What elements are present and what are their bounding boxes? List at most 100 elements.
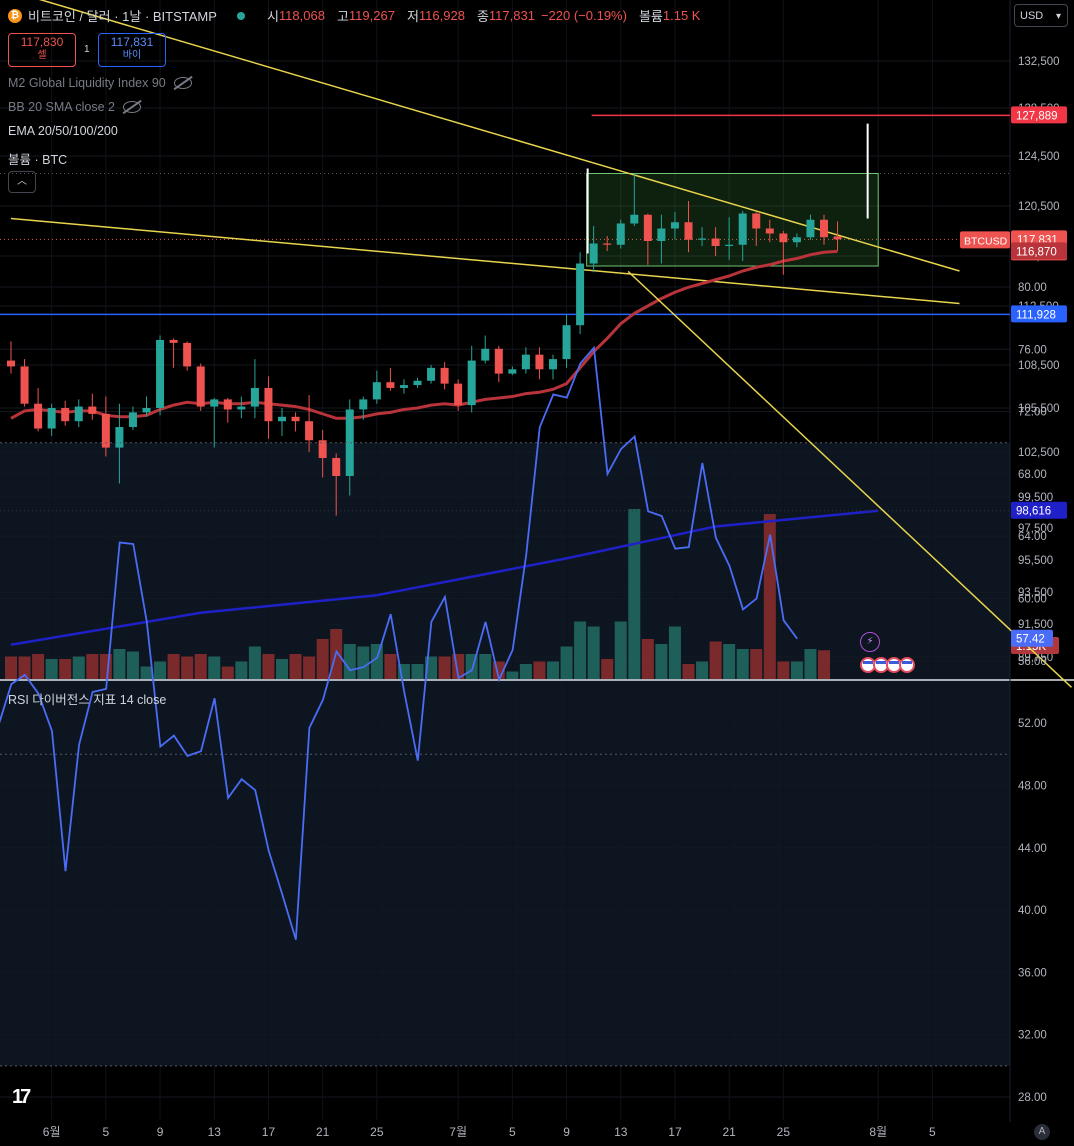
buy-label: 바이 <box>122 50 142 61</box>
candle-body <box>616 223 625 245</box>
sell-button[interactable]: 117,830 셀 <box>8 33 76 67</box>
volume-bar <box>370 644 383 679</box>
candle-body <box>467 360 476 406</box>
candle-body <box>372 382 381 400</box>
volume-bar <box>790 661 803 679</box>
indicator-bb-label: BB 20 SMA close 2 <box>8 100 116 114</box>
buy-button[interactable]: 117,831 바이 <box>98 33 166 67</box>
volume-bar <box>750 649 763 679</box>
us-flag-icon <box>899 657 915 673</box>
volume-bar <box>221 666 234 679</box>
price-tick-label: 97,500 <box>1018 523 1053 535</box>
volume-bar <box>533 661 546 679</box>
time-tick-label: 6월 <box>43 1125 61 1139</box>
us-flag-icon <box>873 657 889 673</box>
volume-bar <box>113 649 126 679</box>
candle-body <box>278 416 286 422</box>
volume-bar <box>818 650 830 679</box>
candle-body <box>792 237 801 243</box>
rsi-tick-label: 36.00 <box>1018 967 1047 979</box>
eye-off-icon[interactable] <box>123 101 142 113</box>
rsi-tick-label: 76.00 <box>1018 344 1047 356</box>
lightning-icon[interactable]: ⚡ <box>860 632 880 652</box>
volume-bar <box>438 656 451 679</box>
volume-bar <box>99 654 112 679</box>
price-tick-label: 105,500 <box>1018 403 1060 415</box>
us-flag-stripe <box>876 661 886 664</box>
candle-body <box>765 228 774 234</box>
rsi-trendline <box>627 270 1073 688</box>
volume-bar <box>723 644 736 679</box>
candle-body <box>454 383 463 406</box>
candle-body <box>101 413 110 448</box>
candle-body <box>74 406 83 422</box>
indicator-bb[interactable]: BB 20 SMA close 2 <box>8 100 142 114</box>
volume-bar <box>384 654 397 679</box>
volume-bar <box>194 654 207 679</box>
indicator-volume[interactable]: 볼륨 · BTC <box>8 149 67 168</box>
tradingview-logo-icon[interactable]: 17 <box>12 1086 31 1108</box>
rsi-line <box>0 345 798 940</box>
sell-price: 117,830 <box>20 35 64 49</box>
close-label: 종 <box>476 9 489 24</box>
rsi-tick-label: 44.00 <box>1018 843 1047 855</box>
volume-bar <box>709 641 722 679</box>
us-flag-stripe <box>863 661 873 664</box>
rsi-tick-label: 80.00 <box>1018 282 1047 294</box>
symbol-title[interactable]: 비트코인 / 달러 · 1날 · BITSTAMP <box>28 9 217 24</box>
price-tick-label: 99,500 <box>1018 492 1053 504</box>
rsi-tick-label: 28.00 <box>1018 1092 1047 1104</box>
auto-scale-icon[interactable]: A <box>1034 1124 1050 1140</box>
volume-bar <box>72 656 85 679</box>
volume-bar <box>357 646 370 679</box>
volume-bar <box>316 639 329 679</box>
candle-body <box>589 243 598 264</box>
indicator-volume-label: 볼륨 · BTC <box>8 153 68 167</box>
support-price-tag: 111,928 <box>1016 309 1056 321</box>
change-value: −220 (−0.19%) <box>540 8 627 23</box>
eye-off-icon[interactable] <box>173 77 192 89</box>
candle-body <box>223 399 232 410</box>
volume-bar <box>126 651 139 679</box>
rsi-tick-label: 72.00 <box>1018 407 1047 419</box>
sell-label: 셀 <box>37 50 47 61</box>
indicator-ema[interactable]: EMA 20/50/100/200 <box>8 124 118 138</box>
price-tick-label: 95,500 <box>1018 555 1053 567</box>
currency-select[interactable]: USD <box>1014 4 1068 28</box>
candle-body <box>779 233 788 243</box>
volume-bar <box>479 654 492 679</box>
spread-value: 1 <box>84 44 90 55</box>
volume-bar <box>303 656 316 679</box>
rsi-tick-label: 52.00 <box>1018 718 1047 730</box>
time-tick-label: 21 <box>722 1125 736 1139</box>
candle-body <box>7 360 15 367</box>
volume-bar <box>32 654 45 679</box>
time-tick-label: 13 <box>208 1125 222 1139</box>
candle-body <box>806 219 815 238</box>
price-tick-label: 102,500 <box>1018 447 1060 459</box>
chevron-up-icon[interactable]: ︿ <box>8 171 36 193</box>
candle-body <box>332 458 341 476</box>
time-tick-label: 5 <box>509 1125 516 1139</box>
candle-body <box>156 339 165 408</box>
volume-bar <box>59 659 72 679</box>
candle-body <box>820 219 828 238</box>
candle-body <box>399 385 408 388</box>
indicator-ema-label: EMA 20/50/100/200 <box>8 124 118 138</box>
us-flag-icon <box>886 657 902 673</box>
volume-bar <box>655 644 668 679</box>
candle-body <box>115 427 124 448</box>
volume-bar <box>804 649 817 679</box>
volume-bar <box>208 656 221 679</box>
candle-body <box>20 366 29 404</box>
symbol-header: ₿ 비트코인 / 달러 · 1날 · BITSTAMP 시 118,068 고 11… <box>8 6 700 25</box>
candle-body <box>725 244 734 246</box>
rsi-tick-label: 56.00 <box>1018 656 1047 668</box>
low-value: 116,928 <box>418 8 465 23</box>
indicator-m2[interactable]: M2 Global Liquidity Index 90 <box>8 76 192 90</box>
volume-bar <box>154 661 167 679</box>
symbol-tag: BTCUSD <box>964 235 1008 247</box>
rsi-indicator-label[interactable]: RSI 다이버전스 지표 14 close <box>8 693 167 707</box>
volume-bar <box>167 654 180 679</box>
